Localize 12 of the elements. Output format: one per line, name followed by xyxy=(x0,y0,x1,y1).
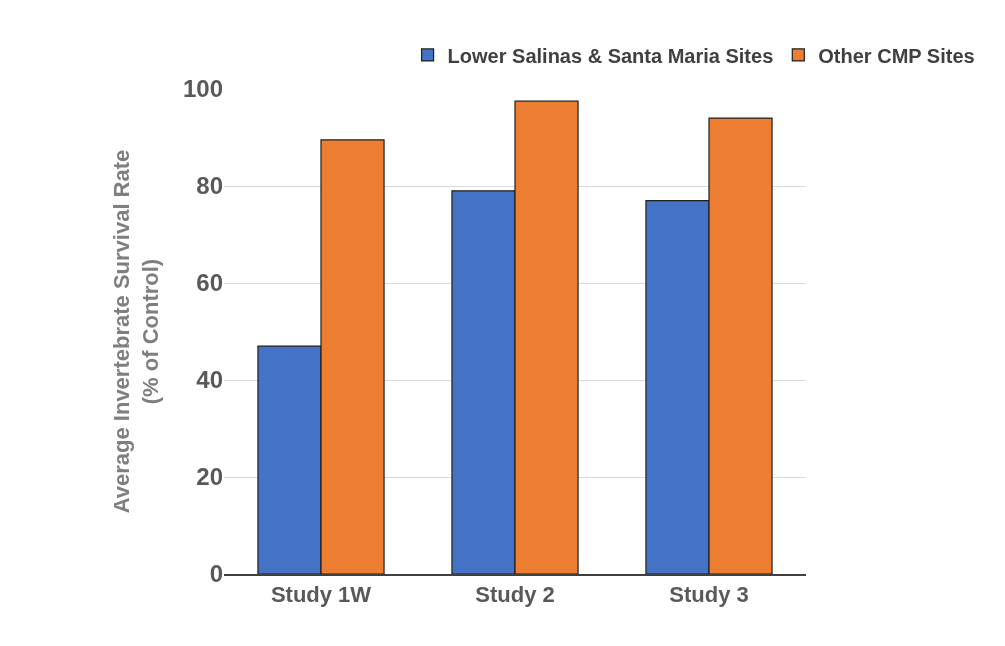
y-tick-label: 60 xyxy=(196,269,223,297)
x-tick-label: Study 1W xyxy=(270,582,372,608)
y-tick-label: 20 xyxy=(196,463,223,491)
y-tick-label: 100 xyxy=(182,75,223,103)
x-tick-label: Study 2 xyxy=(475,582,555,608)
legend-label: Other CMP Sites xyxy=(818,44,975,67)
y-axis-title: Average Invertebrate Survival Rate (% of Control) xyxy=(109,149,163,514)
y-tick-label: 80 xyxy=(196,172,223,200)
y-tick-label: 40 xyxy=(196,366,223,394)
y-tick-label: 0 xyxy=(209,560,223,588)
x-tick-label: Study 3 xyxy=(669,582,749,608)
legend-label: Lower Salinas & Santa Maria Sites xyxy=(447,44,774,67)
